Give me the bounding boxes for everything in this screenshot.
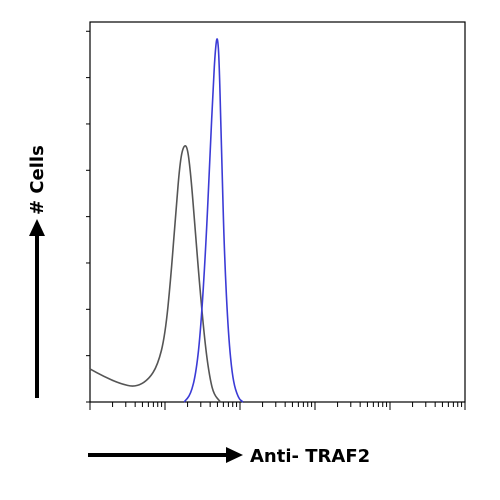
x-axis-arrowhead bbox=[226, 447, 243, 463]
plot-frame bbox=[90, 22, 465, 402]
y-axis-arrowhead bbox=[29, 219, 45, 236]
y-axis-label: # Cells bbox=[27, 145, 48, 215]
x-axis-label: Anti- TRAF2 bbox=[250, 446, 370, 467]
x-axis-ticks bbox=[90, 402, 465, 410]
